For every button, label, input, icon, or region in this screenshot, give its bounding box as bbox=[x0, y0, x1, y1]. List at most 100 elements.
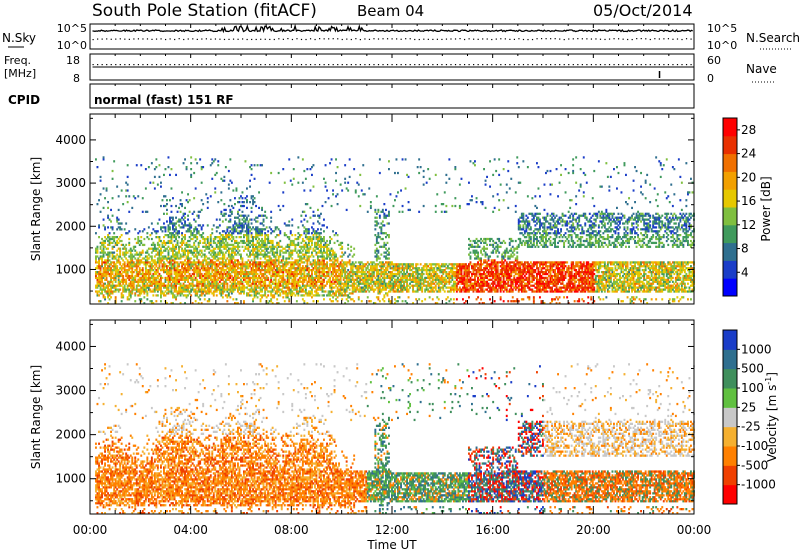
scatter-cell bbox=[328, 248, 330, 250]
scatter-cell bbox=[323, 178, 325, 180]
scatter-cell bbox=[246, 207, 248, 209]
scatter-cell bbox=[394, 199, 396, 201]
scatter-cell bbox=[189, 211, 191, 213]
nsearch-dot bbox=[265, 39, 266, 40]
scatter-cell bbox=[267, 230, 269, 232]
nave-dot bbox=[192, 64, 193, 65]
nsearch-dot bbox=[627, 39, 628, 40]
scatter-cell bbox=[234, 220, 236, 222]
scatter-cell bbox=[193, 259, 195, 261]
scatter-cell bbox=[134, 294, 136, 296]
scatter-cell bbox=[145, 187, 147, 189]
nave-dot bbox=[491, 64, 492, 65]
scatter-cell bbox=[329, 240, 331, 242]
nsearch-dot bbox=[115, 39, 116, 40]
scatter-cell bbox=[171, 168, 173, 170]
scatter-cell bbox=[279, 294, 281, 296]
scatter-cell bbox=[242, 246, 244, 248]
scatter-cell bbox=[314, 215, 316, 217]
scatter-cell bbox=[278, 205, 280, 207]
scatter-cell bbox=[207, 197, 209, 199]
scatter-cell bbox=[127, 189, 129, 191]
scatter-cell bbox=[232, 207, 234, 209]
nave-dot bbox=[469, 64, 470, 65]
scatter-cell bbox=[288, 236, 290, 238]
scatter-cell bbox=[98, 261, 100, 263]
nave-dot bbox=[645, 64, 646, 65]
scatter-cell bbox=[165, 255, 167, 257]
scatter-cell bbox=[184, 207, 186, 209]
scatter-cell bbox=[346, 187, 348, 189]
scatter-cell bbox=[323, 224, 325, 226]
scatter-cell bbox=[328, 271, 330, 273]
scatter-cell bbox=[278, 257, 280, 259]
scatter-cell bbox=[211, 178, 213, 180]
scatter-cell bbox=[142, 230, 144, 232]
scatter-cell bbox=[134, 197, 136, 199]
scatter-cell bbox=[171, 289, 173, 291]
scatter-cell bbox=[100, 180, 102, 182]
scatter-cell bbox=[119, 261, 121, 263]
nave-dot bbox=[324, 64, 325, 65]
scatter-cell bbox=[157, 222, 159, 224]
nave-dot bbox=[509, 64, 510, 65]
scatter-cell bbox=[385, 236, 387, 238]
scatter-cell bbox=[344, 164, 346, 166]
scatter-cell bbox=[125, 222, 127, 224]
nsearch-dot bbox=[342, 39, 343, 40]
scatter-cell bbox=[269, 182, 271, 184]
scatter-cell bbox=[385, 289, 387, 291]
scatter-cell bbox=[293, 292, 295, 294]
scatter-cell bbox=[177, 240, 179, 242]
scatter-cell bbox=[122, 294, 124, 296]
scatter-cell bbox=[246, 187, 248, 189]
scatter-cell bbox=[121, 234, 123, 236]
scatter-cell bbox=[305, 242, 307, 244]
nsearch-dot bbox=[414, 39, 415, 40]
scatter-cell bbox=[219, 224, 221, 226]
scatter-cell bbox=[263, 224, 265, 226]
scatter-cell bbox=[402, 211, 404, 213]
scatter-cell bbox=[300, 215, 302, 217]
scatter-cell bbox=[180, 283, 182, 285]
nsearch-dot bbox=[536, 38, 537, 39]
scatter-cell bbox=[115, 296, 117, 298]
scatter-cell bbox=[249, 186, 251, 188]
scatter-cell bbox=[388, 213, 390, 215]
scatter-cell bbox=[291, 257, 293, 259]
nave-dot bbox=[423, 64, 424, 65]
scatter-cell bbox=[107, 201, 109, 203]
nsearch-dot bbox=[496, 38, 497, 39]
scatter-cell bbox=[326, 226, 328, 228]
scatter-cell bbox=[349, 289, 351, 291]
scatter-cell bbox=[131, 207, 133, 209]
nsearch-dot bbox=[310, 38, 311, 39]
scatter-cell bbox=[143, 296, 145, 298]
scatter-cell bbox=[175, 222, 177, 224]
scatter-cell bbox=[335, 195, 337, 197]
scatter-cell bbox=[207, 236, 209, 238]
scatter-cell bbox=[331, 248, 333, 250]
nave-dot bbox=[559, 64, 560, 65]
scatter-cell bbox=[204, 281, 206, 283]
scatter-cell bbox=[399, 211, 401, 213]
scatter-cell bbox=[184, 217, 186, 219]
scatter-cell bbox=[303, 219, 305, 221]
scatter-cell bbox=[328, 197, 330, 199]
scatter-cell bbox=[193, 211, 195, 213]
scatter-cell bbox=[291, 184, 293, 186]
scatter-cell bbox=[347, 182, 349, 184]
cpid-text: normal (fast) 151 RF bbox=[94, 93, 234, 107]
scatter-cell bbox=[387, 242, 389, 244]
nsearch-dot bbox=[364, 38, 365, 39]
scatter-cell bbox=[154, 187, 156, 189]
scatter-cell bbox=[198, 215, 200, 217]
scatter-cell bbox=[177, 294, 179, 296]
nsearch-dot bbox=[197, 39, 198, 40]
scatter-cell bbox=[184, 234, 186, 236]
nave-dot bbox=[618, 64, 619, 65]
nave-dot bbox=[342, 64, 343, 65]
scatter-cell bbox=[242, 230, 244, 232]
scatter-cell bbox=[101, 238, 103, 240]
